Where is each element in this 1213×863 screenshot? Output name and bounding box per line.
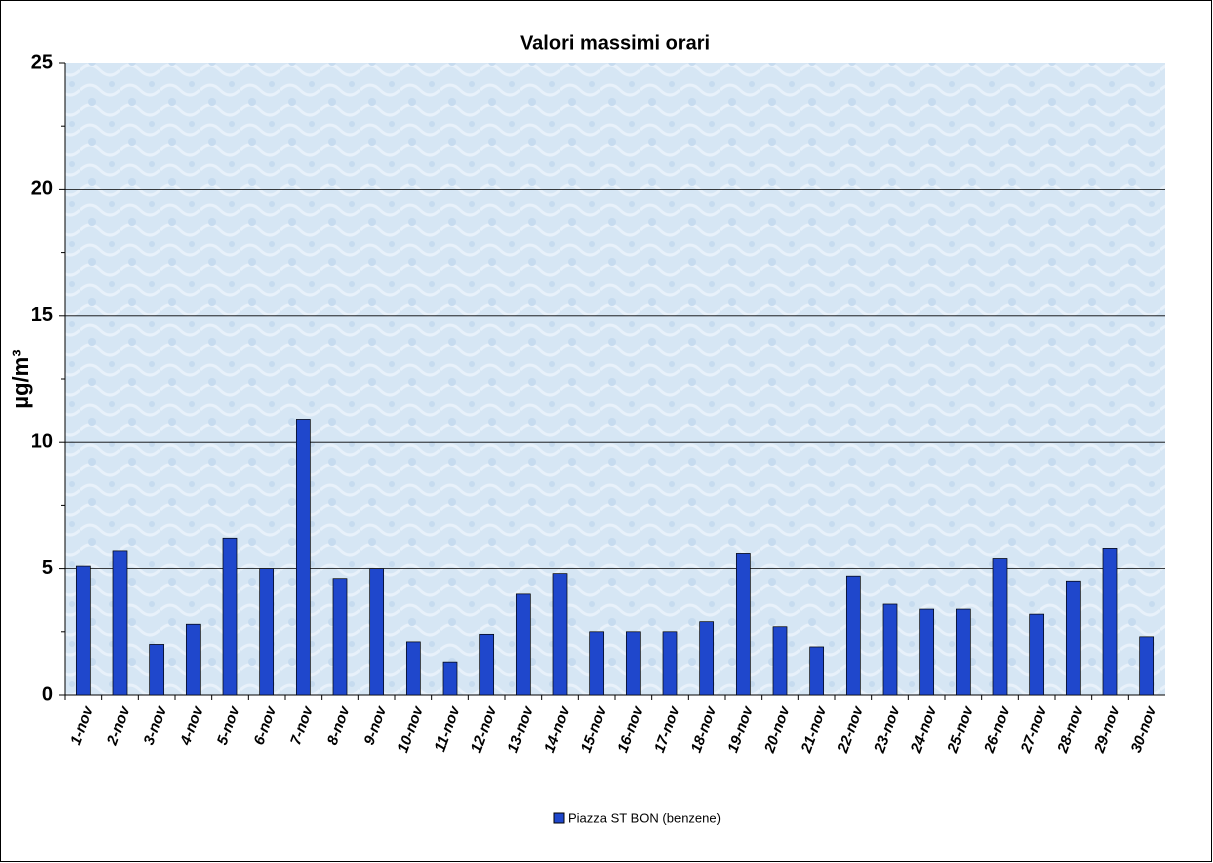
legend-label: Piazza ST BON (benzene) [568,810,721,825]
bar [552,573,568,696]
chart-title: Valori massimi orari [520,32,710,54]
bar [662,631,678,696]
bar [442,661,458,696]
bar [625,631,641,696]
bar [1029,613,1045,696]
plot-area [65,63,1165,695]
bar [809,646,825,696]
y-tick-label: 0 [42,683,53,705]
bar [699,621,715,696]
y-tick-label: 20 [31,178,53,200]
bar [332,578,348,696]
bar [149,644,165,696]
bar [735,553,751,696]
bar [919,608,935,696]
bar [589,631,605,696]
bar [1102,548,1118,696]
bar [955,608,971,696]
bar [295,419,311,696]
bar [1065,580,1081,696]
bar [1139,636,1155,696]
y-tick-label: 25 [31,51,53,73]
bar [259,568,275,696]
bar [369,568,385,696]
legend-swatch [553,812,565,824]
y-tick-label: 15 [31,304,53,326]
bar [515,593,531,696]
bar [882,603,898,696]
bar [772,626,788,696]
bar [405,641,421,696]
bar [479,633,495,696]
y-tick-label: 5 [42,557,53,579]
y-tick-label: 10 [31,430,53,452]
y-axis-label: µg/m³ [8,349,33,408]
bar [845,575,861,696]
bar [75,565,91,696]
bar [992,558,1008,696]
bar [185,623,201,696]
bar [222,537,238,696]
bar [112,550,128,696]
